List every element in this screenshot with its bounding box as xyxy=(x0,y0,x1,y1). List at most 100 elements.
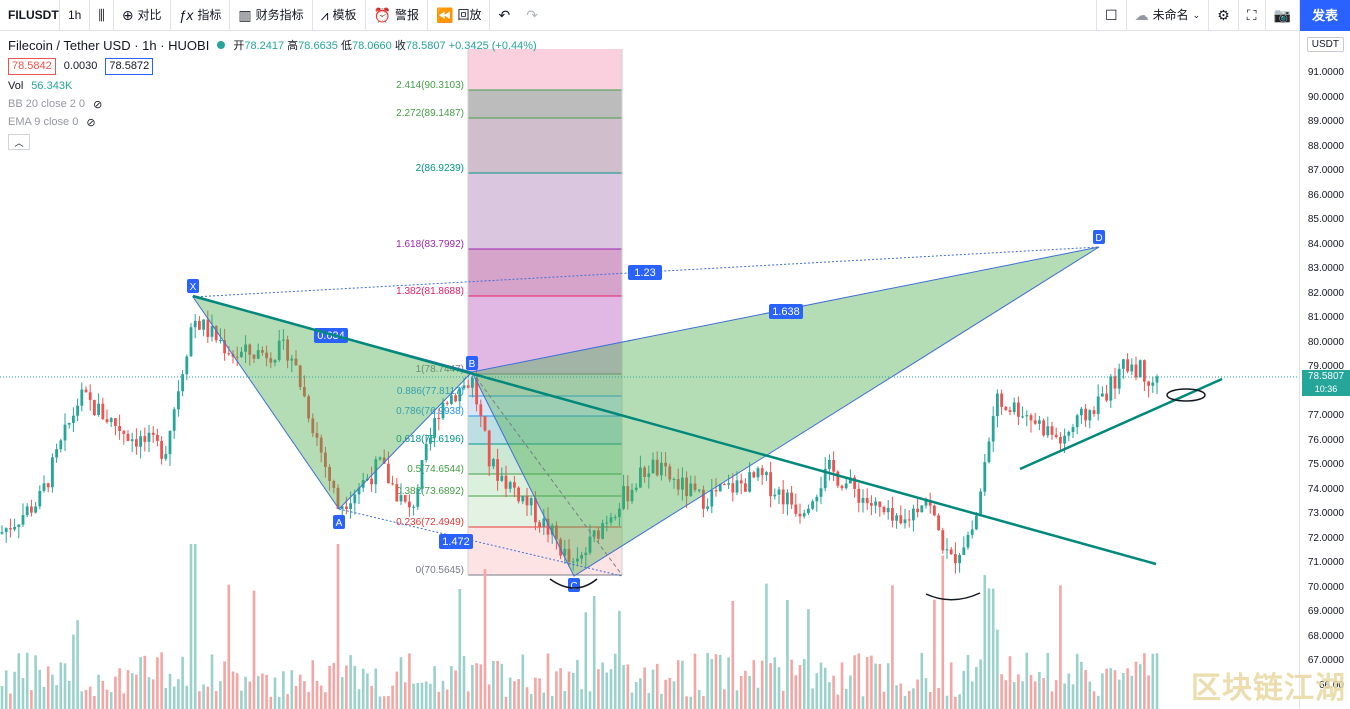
alert-button[interactable]: ⏰ 警报 xyxy=(366,0,428,31)
compare-button[interactable]: ⊕ 对比 xyxy=(114,0,171,31)
financials-button[interactable]: ▥ 财务指标 xyxy=(230,0,313,31)
candle-body xyxy=(76,405,79,416)
price-tick: 81.0000 xyxy=(1307,312,1344,323)
volume-bar xyxy=(546,653,550,709)
bb-indicator-label[interactable]: BB 20 close 2 0 xyxy=(8,98,86,110)
volume-bar xyxy=(244,676,247,709)
candle-body xyxy=(983,462,987,492)
candle-body xyxy=(135,439,138,447)
volume-bar xyxy=(1134,661,1138,709)
gear-icon: ⚙ xyxy=(1217,7,1230,23)
pattern-point-c[interactable]: C xyxy=(568,578,580,592)
currency-button[interactable]: USDT xyxy=(1306,37,1344,52)
fib-zone xyxy=(468,416,622,444)
candle-body xyxy=(903,519,907,524)
candle-body xyxy=(597,530,600,539)
candle-body xyxy=(303,387,306,397)
symbol-search[interactable]: FILUSDT xyxy=(0,0,60,31)
volume-bar xyxy=(693,653,697,709)
pattern-point-x[interactable]: X xyxy=(187,279,199,293)
volume-bar xyxy=(441,680,445,709)
volume-bar xyxy=(492,661,495,709)
volume-bar xyxy=(836,694,840,709)
snapshot-button[interactable]: 📷 xyxy=(1266,0,1300,31)
symbol-title[interactable]: Filecoin / Tether USD · 1h · HUOBI xyxy=(8,37,210,53)
volume-bar xyxy=(59,662,63,709)
candle-body xyxy=(899,515,903,524)
eye-hidden-icon[interactable]: ⊘ xyxy=(86,116,96,129)
bid-price[interactable]: 78.5842 xyxy=(8,57,56,75)
pattern-point-d[interactable]: D xyxy=(1093,230,1105,244)
chart-type-button[interactable]: ⫼ xyxy=(90,0,114,31)
templates-button[interactable]: ⩘ 模板 xyxy=(313,0,366,31)
pattern-ratio-label[interactable]: 1.472 xyxy=(439,534,473,549)
interval-button[interactable]: 1h xyxy=(60,0,91,31)
volume-bar xyxy=(1054,680,1058,709)
volume-bar xyxy=(198,691,201,709)
candle-body xyxy=(88,392,92,401)
candle-body xyxy=(1122,359,1125,369)
redo-button[interactable]: ↷ xyxy=(518,0,546,31)
candle-body xyxy=(949,549,953,555)
publish-button[interactable]: 发表 xyxy=(1299,0,1350,31)
uptrend-line[interactable] xyxy=(1019,377,1223,471)
volume-bar xyxy=(462,656,466,709)
price-tick: 70.0000 xyxy=(1307,581,1344,593)
volume-bar xyxy=(130,673,134,709)
chevron-down-icon: ⌄ xyxy=(1192,10,1201,20)
volume-bar xyxy=(126,669,130,709)
volume-bar xyxy=(240,690,243,709)
layout-toggle[interactable]: ☐ xyxy=(1096,0,1127,31)
ask-price[interactable]: 78.5872 xyxy=(105,57,154,75)
pattern-ratio-label[interactable]: 1.23 xyxy=(628,265,662,280)
candle-body xyxy=(38,491,42,507)
volume-bar xyxy=(235,673,239,709)
volume-bar xyxy=(634,682,638,709)
pattern-ratio-label[interactable]: 1.638 xyxy=(769,304,803,319)
volume-bar xyxy=(340,677,344,709)
volume-bar xyxy=(933,599,936,709)
indicators-button[interactable]: ƒx 指标 xyxy=(171,0,231,31)
candles-icon: ⫼ xyxy=(98,6,105,23)
candle-body xyxy=(193,320,197,328)
candle-body xyxy=(290,358,294,361)
layout-name-button[interactable]: ☁ 未命名 ⌄ xyxy=(1127,0,1210,31)
volume-bar xyxy=(370,685,373,709)
svg-text:B: B xyxy=(469,359,476,370)
volume-bar xyxy=(895,685,898,709)
highlight-ellipse[interactable] xyxy=(1166,388,1206,402)
volume-bar xyxy=(139,657,142,709)
candle-body xyxy=(798,513,802,517)
price-axis[interactable]: USDT 91.0000 90.0000 89.0000 88.0000 87.0000… xyxy=(1299,31,1350,709)
candle-body xyxy=(370,478,373,485)
downtrend-line[interactable] xyxy=(192,294,1157,566)
chart-canvas[interactable]: 2.414(90.3103) 2.272(89.1487) 2(86.9239) 1.… xyxy=(0,31,1300,709)
candle-body xyxy=(139,436,142,447)
volume-bar xyxy=(76,620,79,709)
volume-bar xyxy=(156,657,159,709)
fullscreen-button[interactable]: ⛶ xyxy=(1239,0,1266,31)
bottom-arc[interactable] xyxy=(549,578,598,589)
candle-body xyxy=(1151,382,1155,386)
volume-bar xyxy=(97,674,100,709)
bottom-arc[interactable] xyxy=(925,592,981,601)
square-icon: ☐ xyxy=(1105,7,1118,23)
pattern-point-b[interactable]: B xyxy=(466,356,478,370)
undo-button[interactable]: ↶ xyxy=(490,0,518,31)
collapse-legend-button[interactable]: ︿ xyxy=(8,134,30,150)
ema-indicator-label[interactable]: EMA 9 close 0 xyxy=(8,116,79,128)
pattern-point-a[interactable]: A xyxy=(333,515,345,529)
fib-zone xyxy=(468,90,622,118)
eye-hidden-icon[interactable]: ⊘ xyxy=(93,98,103,111)
cloud-icon: ☁ xyxy=(1134,7,1149,23)
volume-bar xyxy=(811,688,814,709)
volume-bar xyxy=(353,665,357,709)
volume-bar xyxy=(303,681,306,709)
settings-button[interactable]: ⚙ xyxy=(1209,0,1239,31)
replay-button[interactable]: ⏪ 回放 xyxy=(428,0,491,31)
volume-bar xyxy=(945,695,949,709)
volume-bar xyxy=(752,660,756,709)
candle-body xyxy=(861,498,865,503)
fib-retracement[interactable]: 2.414(90.3103) 2.272(89.1487) 2(86.9239) 1.… xyxy=(396,49,623,576)
